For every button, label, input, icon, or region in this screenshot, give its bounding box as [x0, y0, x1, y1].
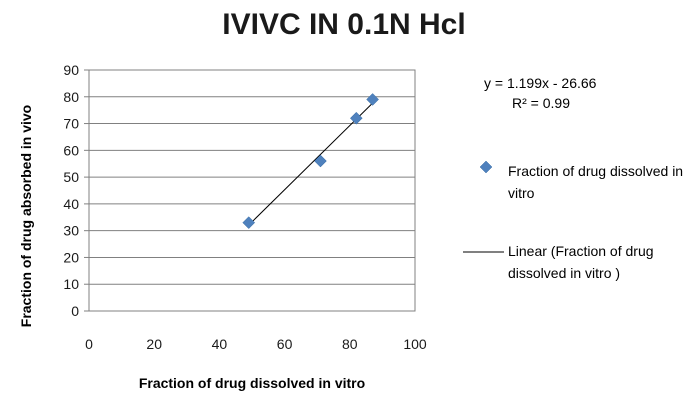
chart-title: IVIVC IN 0.1N Hcl — [222, 8, 466, 41]
y-tick-label: 0 — [71, 303, 79, 319]
y-tick-label: 40 — [63, 196, 79, 212]
r-squared-label: R² = 0.99 — [512, 95, 570, 111]
x-tick-label: 80 — [342, 336, 358, 352]
y-axis-title: Fraction of drug absorbed in vivo — [18, 105, 34, 327]
y-tick-label: 80 — [63, 89, 79, 105]
x-tick-label: 0 — [85, 336, 93, 352]
y-tick-label: 50 — [63, 169, 79, 185]
data-point — [242, 216, 256, 229]
y-tick-label: 30 — [63, 223, 79, 239]
x-tick-label: 40 — [212, 336, 228, 352]
y-tick-label: 60 — [63, 142, 79, 158]
plot-frame — [88, 69, 416, 312]
legend-entry-trendline: Linear (Fraction of drug dissolved in vi… — [508, 243, 654, 281]
x-tick-label: 100 — [403, 336, 427, 352]
legend-marker-diamond — [479, 160, 493, 174]
data-point — [349, 111, 363, 125]
y-tick-label: 10 — [63, 276, 79, 292]
x-axis-title: Fraction of drug dissolved in vitro — [139, 375, 365, 391]
x-tick-label: 20 — [146, 336, 162, 352]
legend-entry-series: Fraction of drug dissolved in vitro — [508, 163, 684, 201]
data-point — [366, 93, 379, 106]
trendline-equation: y = 1.199x - 26.66 — [484, 75, 597, 91]
y-tick-label: 90 — [63, 62, 79, 78]
x-tick-label: 60 — [277, 336, 293, 352]
y-tick-label: 20 — [63, 249, 79, 265]
data-point — [314, 154, 327, 168]
y-tick-label: 70 — [63, 116, 79, 132]
